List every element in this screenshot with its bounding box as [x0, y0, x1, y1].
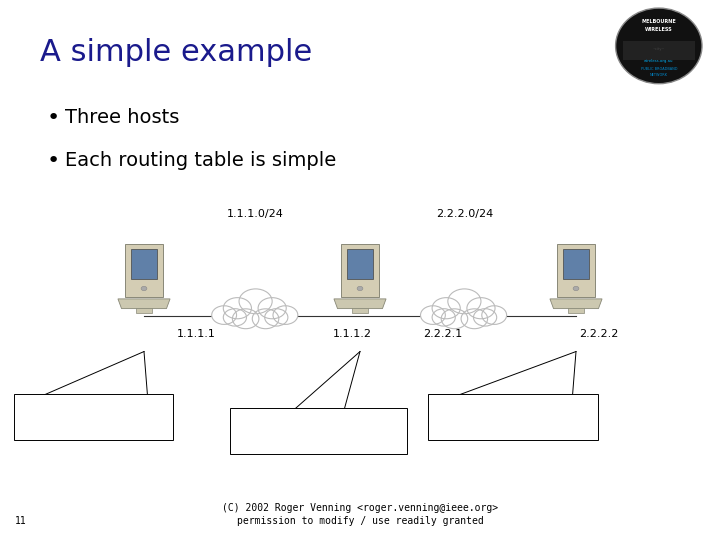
Circle shape: [441, 309, 468, 329]
Text: ~city~: ~city~: [652, 46, 665, 51]
Polygon shape: [118, 299, 170, 309]
Circle shape: [252, 309, 279, 329]
FancyBboxPatch shape: [14, 394, 173, 440]
Polygon shape: [550, 299, 602, 309]
Text: A simple example: A simple example: [40, 38, 312, 67]
FancyBboxPatch shape: [131, 249, 157, 279]
FancyBboxPatch shape: [623, 41, 695, 60]
Circle shape: [273, 306, 298, 325]
FancyBboxPatch shape: [230, 408, 407, 454]
Text: 2.2.2.0/24: 2.2.2.0/24: [436, 208, 493, 219]
Circle shape: [432, 298, 460, 319]
Circle shape: [448, 289, 481, 314]
Circle shape: [357, 286, 363, 291]
Text: 11: 11: [14, 516, 26, 526]
Circle shape: [474, 309, 497, 326]
FancyBboxPatch shape: [347, 249, 373, 279]
Circle shape: [258, 298, 287, 319]
Circle shape: [212, 306, 237, 325]
FancyBboxPatch shape: [136, 308, 152, 313]
Circle shape: [233, 309, 259, 329]
Circle shape: [223, 309, 246, 326]
Circle shape: [420, 306, 446, 325]
Text: •: •: [47, 151, 60, 171]
FancyBboxPatch shape: [568, 308, 584, 313]
FancyBboxPatch shape: [341, 244, 379, 297]
Text: 1.1.1.0/24  connected
2.2.2.0/24  connected: 1.1.1.0/24 connected 2.2.2.0/24 connecte…: [240, 415, 371, 438]
FancyBboxPatch shape: [563, 249, 589, 279]
Circle shape: [265, 309, 288, 326]
Text: 2.2.2.1: 2.2.2.1: [423, 329, 462, 340]
Text: Three hosts: Three hosts: [65, 108, 179, 127]
Circle shape: [461, 309, 487, 329]
Text: MELBOURNE: MELBOURNE: [642, 19, 676, 24]
FancyBboxPatch shape: [125, 244, 163, 297]
Polygon shape: [334, 299, 386, 309]
Text: 1.1.1.2: 1.1.1.2: [333, 329, 372, 340]
Text: PUBLIC BROADBAND: PUBLIC BROADBAND: [641, 66, 677, 71]
Circle shape: [432, 309, 455, 326]
Text: 1.1.1.0/24: 1.1.1.0/24: [228, 208, 284, 219]
Circle shape: [141, 286, 147, 291]
Ellipse shape: [616, 8, 702, 84]
Text: NETWORK: NETWORK: [649, 72, 668, 77]
Text: 1.1.1.1: 1.1.1.1: [176, 329, 215, 340]
Text: wireless.org.au: wireless.org.au: [644, 59, 673, 63]
Circle shape: [573, 286, 579, 291]
FancyBboxPatch shape: [352, 308, 368, 313]
FancyBboxPatch shape: [428, 394, 598, 440]
Circle shape: [239, 289, 272, 314]
Circle shape: [467, 298, 495, 319]
Circle shape: [482, 306, 507, 325]
FancyBboxPatch shape: [557, 244, 595, 297]
Text: •: •: [47, 108, 60, 128]
Text: 2.2.2.2: 2.2.2.2: [580, 329, 619, 340]
Text: WIRELESS: WIRELESS: [645, 27, 672, 32]
Text: 1.1.1.0/24 connected
2.2.2.0/24 via 1.1.1.2: 1.1.1.0/24 connected 2.2.2.0/24 via 1.1.…: [24, 401, 161, 425]
Text: (C) 2002 Roger Venning <roger.venning@ieee.org>
permission to modify / use readi: (C) 2002 Roger Venning <roger.venning@ie…: [222, 503, 498, 526]
Circle shape: [223, 298, 251, 319]
Text: Each routing table is simple: Each routing table is simple: [65, 151, 336, 170]
Text: 2.2.2.0/24 connected
1.1.1.0/24 via 2.2.2.1: 2.2.2.0/24 connected 1.1.1.0/24 via 2.2.…: [438, 401, 575, 425]
